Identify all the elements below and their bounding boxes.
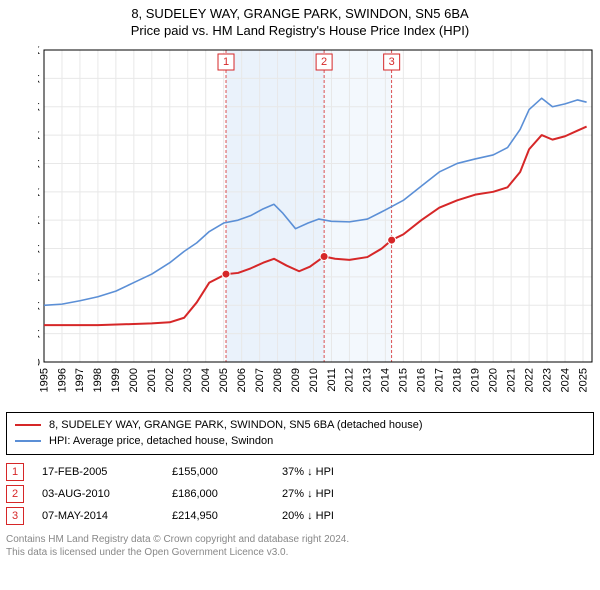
svg-text:2021: 2021 (505, 368, 517, 392)
svg-text:2018: 2018 (452, 368, 464, 392)
svg-text:2017: 2017 (434, 368, 446, 392)
legend-swatch (15, 440, 41, 442)
marker-price: £214,950 (172, 510, 282, 522)
footer-attribution: Contains HM Land Registry data © Crown c… (6, 533, 594, 559)
marker-number-box: 2 (6, 485, 24, 503)
svg-text:1998: 1998 (92, 368, 104, 392)
marker-number-box: 1 (6, 463, 24, 481)
svg-text:£150K: £150K (38, 272, 41, 284)
title-line2: Price paid vs. HM Land Registry's House … (0, 23, 600, 40)
marker-date: 03-AUG-2010 (42, 488, 172, 500)
legend-label: HPI: Average price, detached house, Swin… (49, 435, 273, 447)
svg-text:1: 1 (223, 56, 229, 68)
svg-text:1997: 1997 (74, 368, 86, 392)
svg-text:2012: 2012 (344, 368, 356, 392)
svg-text:£100K: £100K (38, 300, 41, 312)
svg-text:2010: 2010 (308, 368, 320, 392)
svg-text:2002: 2002 (164, 368, 176, 392)
svg-text:2016: 2016 (416, 368, 428, 392)
marker-price: £186,000 (172, 488, 282, 500)
svg-text:2006: 2006 (236, 368, 248, 392)
marker-table: 1 17-FEB-2005 £155,000 37% ↓ HPI 2 03-AU… (6, 461, 594, 527)
marker-date: 07-MAY-2014 (42, 510, 172, 522)
svg-text:2000: 2000 (128, 368, 140, 392)
svg-text:£450K: £450K (38, 102, 41, 114)
svg-text:2015: 2015 (398, 368, 410, 392)
svg-text:2005: 2005 (218, 368, 230, 392)
svg-text:1995: 1995 (38, 368, 50, 392)
chart-area: £0 £50K £100K £150K £200K £250K £300K £350K £400… (38, 44, 598, 404)
svg-text:£550K: £550K (38, 45, 41, 57)
legend: 8, SUDELEY WAY, GRANGE PARK, SWINDON, SN… (6, 412, 594, 455)
marker-row: 1 17-FEB-2005 £155,000 37% ↓ HPI (6, 461, 594, 483)
svg-text:2023: 2023 (541, 368, 553, 392)
svg-text:2022: 2022 (523, 368, 535, 392)
footer-line1: Contains HM Land Registry data © Crown c… (6, 533, 594, 546)
line-chart-svg: £0 £50K £100K £150K £200K £250K £300K £350K £400… (38, 44, 598, 404)
svg-text:2009: 2009 (290, 368, 302, 392)
marker-row: 3 07-MAY-2014 £214,950 20% ↓ HPI (6, 505, 594, 527)
svg-text:2024: 2024 (559, 368, 571, 392)
marker-number-box: 3 (6, 507, 24, 525)
svg-text:£250K: £250K (38, 215, 41, 227)
svg-text:2011: 2011 (326, 368, 338, 392)
marker-price: £155,000 (172, 466, 282, 478)
svg-text:2004: 2004 (200, 368, 212, 392)
svg-text:£0: £0 (38, 357, 40, 369)
svg-text:2025: 2025 (577, 368, 589, 392)
svg-text:2007: 2007 (254, 368, 266, 392)
chart-title: 8, SUDELEY WAY, GRANGE PARK, SWINDON, SN… (0, 0, 600, 40)
svg-text:2008: 2008 (272, 368, 284, 392)
svg-text:£50K: £50K (38, 328, 41, 340)
marker-diff: 20% ↓ HPI (282, 510, 334, 522)
svg-text:£350K: £350K (38, 158, 41, 170)
svg-text:£200K: £200K (38, 243, 41, 255)
svg-text:2: 2 (321, 56, 327, 68)
footer-line2: This data is licensed under the Open Gov… (6, 546, 594, 559)
svg-text:£400K: £400K (38, 130, 41, 142)
svg-text:2013: 2013 (362, 368, 374, 392)
svg-text:£500K: £500K (38, 73, 41, 85)
price-chart-container: { "title_line1": "8, SUDELEY WAY, GRANGE… (0, 0, 600, 590)
legend-swatch (15, 424, 41, 426)
marker-diff: 37% ↓ HPI (282, 466, 334, 478)
marker-diff: 27% ↓ HPI (282, 488, 334, 500)
legend-label: 8, SUDELEY WAY, GRANGE PARK, SWINDON, SN… (49, 419, 423, 431)
svg-text:2001: 2001 (146, 368, 158, 392)
title-line1: 8, SUDELEY WAY, GRANGE PARK, SWINDON, SN… (0, 6, 600, 23)
svg-text:2003: 2003 (182, 368, 194, 392)
svg-text:2019: 2019 (470, 368, 482, 392)
svg-text:3: 3 (389, 56, 395, 68)
marker-date: 17-FEB-2005 (42, 466, 172, 478)
svg-text:£300K: £300K (38, 187, 41, 199)
marker-row: 2 03-AUG-2010 £186,000 27% ↓ HPI (6, 483, 594, 505)
svg-text:2014: 2014 (380, 368, 392, 392)
legend-row: 8, SUDELEY WAY, GRANGE PARK, SWINDON, SN… (15, 417, 585, 433)
svg-text:1999: 1999 (110, 368, 122, 392)
legend-row: HPI: Average price, detached house, Swin… (15, 433, 585, 449)
svg-text:2020: 2020 (487, 368, 499, 392)
svg-text:1996: 1996 (56, 368, 68, 392)
